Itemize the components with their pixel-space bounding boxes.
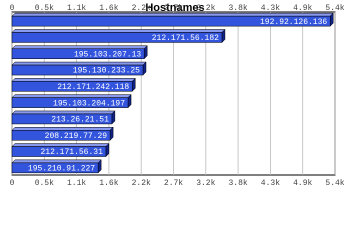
bar [11, 32, 223, 43]
x-tick-label: 1.1k [67, 179, 86, 188]
x-tick-label: 3.8k [228, 179, 247, 188]
x-tick-label: 4.3k [261, 4, 280, 13]
bar [11, 97, 129, 108]
bar-top [11, 45, 148, 49]
bar-top [11, 29, 226, 33]
x-tick-label: 2.2k [132, 179, 151, 188]
bar-top [11, 78, 136, 82]
bar [11, 130, 111, 141]
bar [11, 81, 133, 92]
bar-label: 212.171.56.182 [152, 34, 219, 43]
bar [11, 162, 99, 174]
x-tick-label: 4.9k [293, 179, 312, 188]
bar [11, 48, 145, 59]
x-tick-label: 5.4k [325, 4, 344, 13]
bar-label: 192.92.126.136 [260, 18, 327, 27]
x-tick-label: 3.2k [196, 4, 215, 13]
bar [11, 146, 107, 157]
bar-label: 212.171.242.118 [57, 83, 129, 92]
x-tick-label: 4.3k [261, 179, 280, 188]
bar-top [11, 159, 102, 164]
bar [11, 64, 144, 76]
bar-label: 195.210.91.227 [28, 164, 95, 173]
x-tick-label: 2.2k [132, 4, 151, 13]
x-tick-label: 3.8k [228, 4, 247, 13]
x-tick-label: 4.9k [293, 4, 312, 13]
x-tick-label: 1.6k [99, 179, 118, 188]
x-tick-label: 0 [10, 179, 15, 188]
x-tick-label: 1.6k [99, 4, 118, 13]
x-tick-label: 1.1k [67, 4, 86, 13]
bar-label: 195.130.233.25 [73, 67, 140, 76]
bar-top [11, 61, 147, 66]
bar-label: 195.103.204.197 [53, 99, 125, 108]
chart-title: Hostnames [145, 2, 204, 14]
x-tick-label: 5.4k [325, 179, 344, 188]
x-tick-label: 0.5k [35, 4, 54, 13]
bar-top [11, 143, 110, 147]
bar [11, 15, 331, 27]
bars: 192.92.126.136 212.171.56.182 195.103.207.… [11, 12, 334, 174]
chart: 192.92.126.136 212.171.56.182 195.103.207.… [10, 2, 345, 188]
x-tick-label: 2.7k [164, 4, 183, 13]
bar-label: 195.103.207.13 [74, 50, 141, 59]
x-tick-label: 0 [10, 4, 15, 13]
bar-label: 212.171.56.31 [40, 148, 103, 157]
x-tick-label: 3.2k [196, 179, 215, 188]
bar-label: 213.26.21.51 [51, 116, 109, 125]
x-tick-label: 2.7k [164, 179, 183, 188]
bar [11, 113, 113, 125]
bar-label: 208.219.77.29 [45, 132, 108, 141]
x-tick-label: 0.5k [35, 179, 54, 188]
bar-top [11, 110, 116, 115]
bar-top [11, 94, 132, 98]
bar-top [11, 127, 114, 131]
